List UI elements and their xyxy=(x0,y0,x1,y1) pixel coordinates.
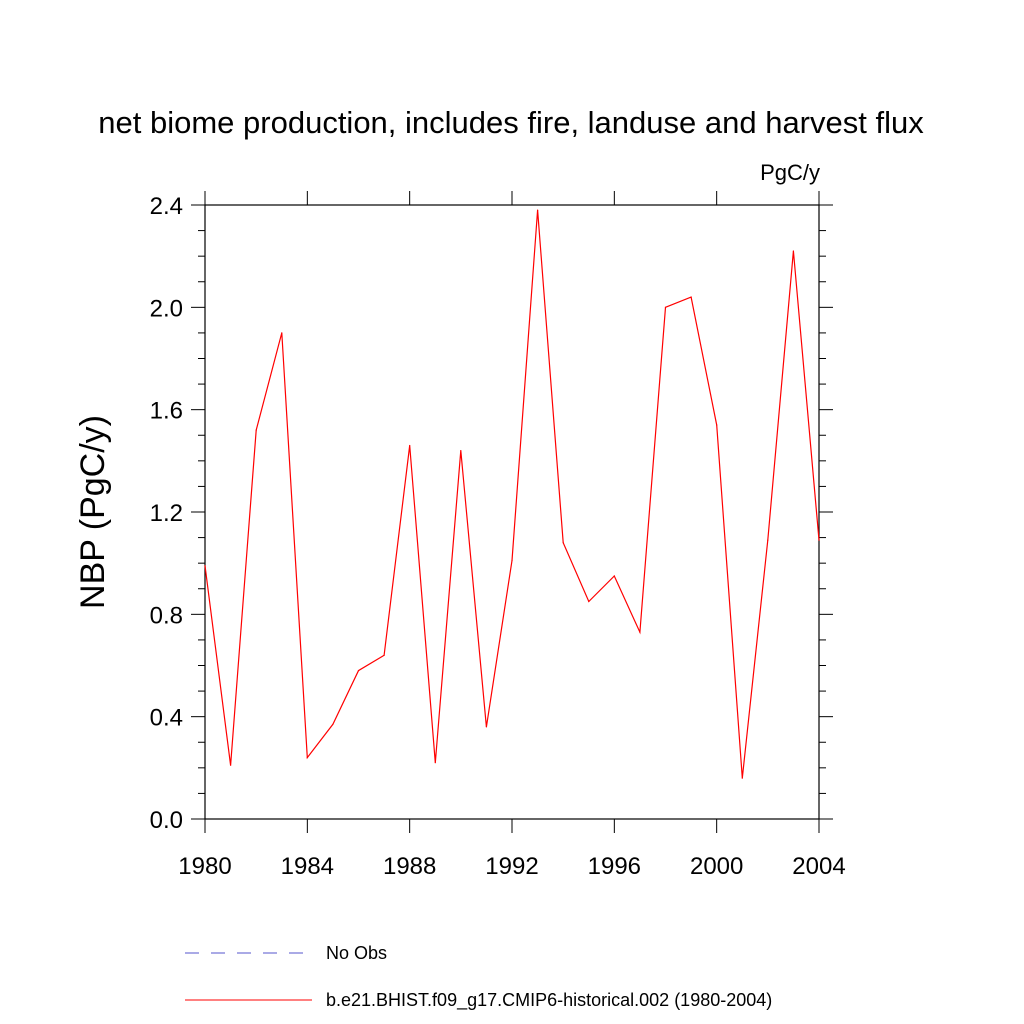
series-line-0 xyxy=(204,210,820,779)
data-point xyxy=(690,296,692,298)
data-point xyxy=(767,539,769,541)
units-label: PgC/y xyxy=(760,160,820,185)
x-tick-label: 1992 xyxy=(485,853,538,880)
data-point xyxy=(562,542,564,544)
data-point xyxy=(255,429,257,431)
data-point xyxy=(332,723,334,725)
data-point xyxy=(792,250,795,252)
x-tick-label: 1996 xyxy=(588,853,641,880)
legend-label-1: b.e21.BHIST.f09_g17.CMIP6-historical.002… xyxy=(326,990,772,1011)
legend: No Obs b.e21.BHIST.f09_g17.CMIP6-historic… xyxy=(185,943,772,1011)
x-tick-label: 2000 xyxy=(690,853,743,880)
y-tick-label: 2.0 xyxy=(150,295,183,322)
y-tick-label: 0.4 xyxy=(150,705,183,732)
data-point xyxy=(383,654,385,656)
x-tick-label: 1988 xyxy=(383,853,436,880)
y-tick-label: 2.4 xyxy=(150,193,183,220)
data-point xyxy=(716,424,718,426)
plot-border xyxy=(204,204,820,820)
data-point xyxy=(485,726,487,728)
data-point xyxy=(306,757,308,759)
data-point xyxy=(409,444,411,447)
data-point xyxy=(741,777,743,779)
data-point xyxy=(511,560,513,562)
data-point xyxy=(434,762,436,764)
data-point xyxy=(818,539,820,541)
data-point xyxy=(460,450,462,452)
y-tick-label: 1.6 xyxy=(150,398,183,425)
y-axis-label: NBP (PgC/y) xyxy=(74,415,112,609)
axis-ticks: 0.0 0.4 0.8 1.2 1.6 2.0 2.4 1980 1984 1988 1992 199… xyxy=(150,191,846,880)
data-point xyxy=(537,209,539,211)
data-point xyxy=(639,631,641,633)
x-tick-label: 1984 xyxy=(281,853,334,880)
data-point xyxy=(664,306,667,308)
y-tick-label: 0.8 xyxy=(150,602,183,629)
data-point xyxy=(588,600,590,603)
data-point xyxy=(204,565,206,567)
data-point xyxy=(230,764,232,766)
data-point xyxy=(281,332,283,334)
plot-frame xyxy=(204,204,820,820)
legend-label-0: No Obs xyxy=(326,943,387,963)
chart-title: net biome production, includes fire, lan… xyxy=(98,105,924,140)
series-layer xyxy=(204,209,820,779)
y-tick-label: 1.2 xyxy=(150,500,183,527)
x-tick-label: 1980 xyxy=(178,853,231,880)
y-tick-label: 0.0 xyxy=(150,807,183,834)
data-point xyxy=(357,670,360,672)
data-point xyxy=(613,575,615,577)
x-tick-label: 2004 xyxy=(792,853,845,880)
